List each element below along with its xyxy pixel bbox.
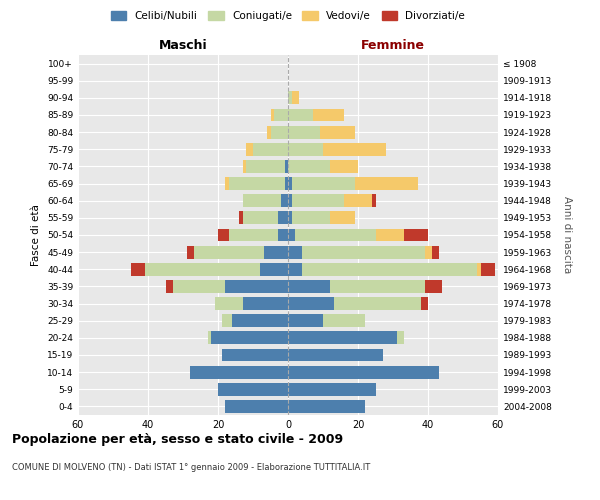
Bar: [263, 246, 288, 258]
Bar: [302, 263, 477, 276]
Bar: [431, 246, 439, 258]
Bar: [292, 194, 344, 207]
Bar: [330, 160, 358, 173]
Bar: [425, 280, 442, 293]
Bar: [288, 246, 302, 258]
Bar: [288, 314, 323, 327]
Bar: [292, 92, 299, 104]
Bar: [215, 297, 242, 310]
Bar: [187, 246, 193, 258]
Bar: [288, 160, 330, 173]
Y-axis label: Anni di nascita: Anni di nascita: [562, 196, 572, 274]
Bar: [323, 314, 365, 327]
Bar: [193, 246, 263, 258]
Bar: [397, 332, 404, 344]
Text: Femmine: Femmine: [361, 38, 425, 52]
Bar: [242, 297, 288, 310]
Bar: [330, 280, 425, 293]
Bar: [292, 177, 355, 190]
Bar: [344, 194, 372, 207]
Bar: [225, 400, 288, 413]
Bar: [277, 212, 288, 224]
Bar: [284, 160, 288, 173]
Text: Popolazione per età, sesso e stato civile - 2009: Popolazione per età, sesso e stato civil…: [12, 432, 343, 446]
Bar: [166, 280, 173, 293]
Bar: [260, 263, 288, 276]
Bar: [277, 228, 288, 241]
Bar: [288, 108, 313, 122]
Bar: [246, 143, 253, 156]
Bar: [208, 332, 211, 344]
Bar: [218, 383, 288, 396]
Bar: [288, 263, 302, 276]
Bar: [267, 126, 271, 138]
Bar: [288, 177, 292, 190]
Text: COMUNE DI MOLVENO (TN) - Dati ISTAT 1° gennaio 2009 - Elaborazione TUTTITALIA.IT: COMUNE DI MOLVENO (TN) - Dati ISTAT 1° g…: [12, 462, 370, 471]
Bar: [288, 400, 365, 413]
Bar: [288, 297, 334, 310]
Bar: [246, 160, 284, 173]
Bar: [288, 332, 397, 344]
Bar: [302, 246, 425, 258]
Bar: [288, 366, 439, 378]
Bar: [145, 263, 260, 276]
Bar: [355, 177, 418, 190]
Bar: [288, 228, 295, 241]
Bar: [173, 280, 225, 293]
Text: Maschi: Maschi: [158, 38, 208, 52]
Bar: [130, 263, 145, 276]
Bar: [271, 108, 274, 122]
Bar: [288, 143, 323, 156]
Bar: [239, 212, 242, 224]
Bar: [372, 194, 376, 207]
Bar: [288, 383, 376, 396]
Bar: [281, 194, 288, 207]
Bar: [421, 297, 428, 310]
Bar: [211, 332, 288, 344]
Bar: [425, 246, 431, 258]
Bar: [292, 212, 330, 224]
Bar: [481, 263, 494, 276]
Bar: [376, 228, 404, 241]
Bar: [477, 263, 481, 276]
Bar: [284, 177, 288, 190]
Bar: [404, 228, 428, 241]
Bar: [229, 228, 277, 241]
Bar: [334, 297, 421, 310]
Bar: [232, 314, 288, 327]
Bar: [242, 160, 246, 173]
Bar: [295, 228, 376, 241]
Bar: [242, 194, 281, 207]
Y-axis label: Fasce di età: Fasce di età: [31, 204, 41, 266]
Bar: [323, 143, 386, 156]
Bar: [274, 108, 288, 122]
Bar: [330, 212, 355, 224]
Bar: [288, 280, 330, 293]
Bar: [221, 314, 232, 327]
Bar: [288, 194, 292, 207]
Legend: Celibi/Nubili, Coniugati/e, Vedovi/e, Divorziati/e: Celibi/Nubili, Coniugati/e, Vedovi/e, Di…: [107, 8, 469, 24]
Bar: [271, 126, 288, 138]
Bar: [313, 108, 344, 122]
Bar: [320, 126, 355, 138]
Bar: [221, 348, 288, 362]
Bar: [225, 177, 229, 190]
Bar: [288, 212, 292, 224]
Bar: [288, 126, 320, 138]
Bar: [229, 177, 284, 190]
Bar: [288, 348, 383, 362]
Bar: [190, 366, 288, 378]
Bar: [288, 92, 292, 104]
Bar: [242, 212, 277, 224]
Bar: [218, 228, 229, 241]
Bar: [253, 143, 288, 156]
Bar: [225, 280, 288, 293]
